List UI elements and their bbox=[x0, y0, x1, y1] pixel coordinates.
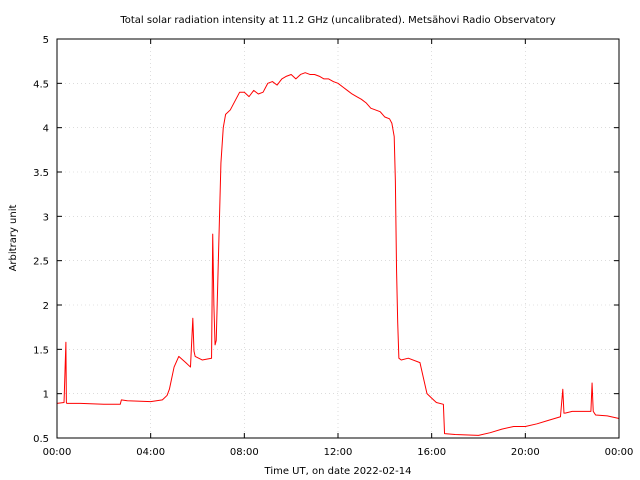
x-tick-label: 16:00 bbox=[417, 447, 446, 458]
y-axis-label: Arbitrary unit bbox=[8, 205, 19, 272]
plot-frame bbox=[56, 38, 620, 439]
x-axis-label: Time UT, on date 2022-02-14 bbox=[264, 466, 412, 477]
y-tick-label: 5 bbox=[43, 35, 49, 46]
y-tick-label: 3.5 bbox=[33, 168, 49, 179]
y-tick-label: 2 bbox=[43, 301, 49, 312]
series-line bbox=[56, 72, 620, 436]
x-tick-label: 20:00 bbox=[511, 447, 540, 458]
ticks bbox=[56, 38, 620, 439]
y-tick-label: 1.5 bbox=[33, 345, 49, 356]
grid bbox=[57, 39, 619, 438]
data-layer bbox=[56, 72, 620, 436]
y-tick-label: 2.5 bbox=[33, 257, 49, 268]
x-tick-label: 08:00 bbox=[230, 447, 259, 458]
y-tick-label: 1 bbox=[43, 390, 49, 401]
y-tick-label: 4 bbox=[43, 124, 49, 135]
y-tick-label: 0.5 bbox=[33, 434, 49, 445]
x-tick-label: 00:00 bbox=[605, 447, 634, 458]
x-tick-label: 00:00 bbox=[43, 447, 72, 458]
y-tick-label: 3 bbox=[43, 212, 49, 223]
x-tick-label: 12:00 bbox=[324, 447, 353, 458]
chart-title: Total solar radiation intensity at 11.2 … bbox=[119, 15, 555, 26]
x-tick-label: 04:00 bbox=[136, 447, 165, 458]
y-tick-label: 4.5 bbox=[33, 79, 49, 90]
tick-labels: 00:00 04:00 08:00 12:00 16:00 20:00 00:00 0.5 1 1… bbox=[33, 35, 633, 458]
